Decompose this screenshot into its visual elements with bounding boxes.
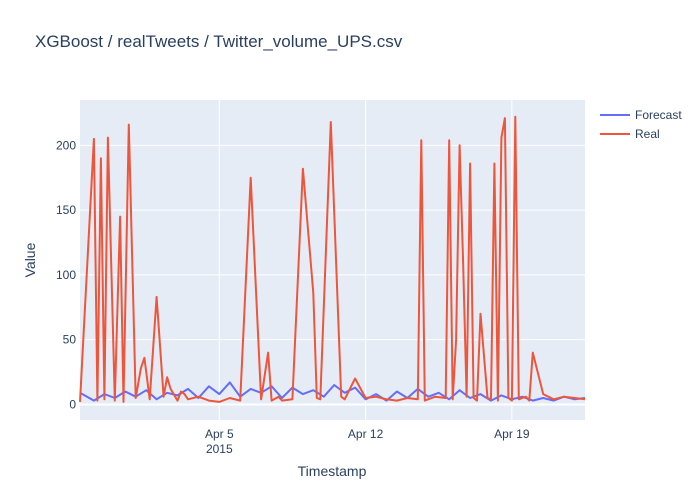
x-tick-label: Apr 5 [205,427,234,441]
x-tick-label: Apr 19 [494,427,530,441]
x-axis-title: Timestamp [298,463,367,479]
x-tick-label: Apr 12 [348,427,384,441]
series-line-real [79,115,586,403]
y-tick-label: 0 [69,397,76,411]
legend[interactable]: Forecast Real [600,108,682,141]
legend-label: Forecast [635,108,682,122]
y-tick-label: 50 [63,333,77,347]
x-tick-sublabel: 2015 [206,442,233,456]
chart-title: XGBoost / realTweets / Twitter_volume_UP… [35,32,403,51]
legend-item-forecast[interactable]: Forecast [600,108,682,122]
legend-label: Real [635,127,660,141]
series-layer [79,115,586,403]
y-tick-label: 100 [56,268,76,282]
legend-item-real[interactable]: Real [600,127,660,141]
y-tick-labels: 0 50 100 150 200 [56,138,76,411]
y-tick-label: 150 [56,203,76,217]
y-axis-title: Value [22,242,38,277]
y-tick-label: 200 [56,138,76,152]
series-line-forecast [79,381,586,402]
